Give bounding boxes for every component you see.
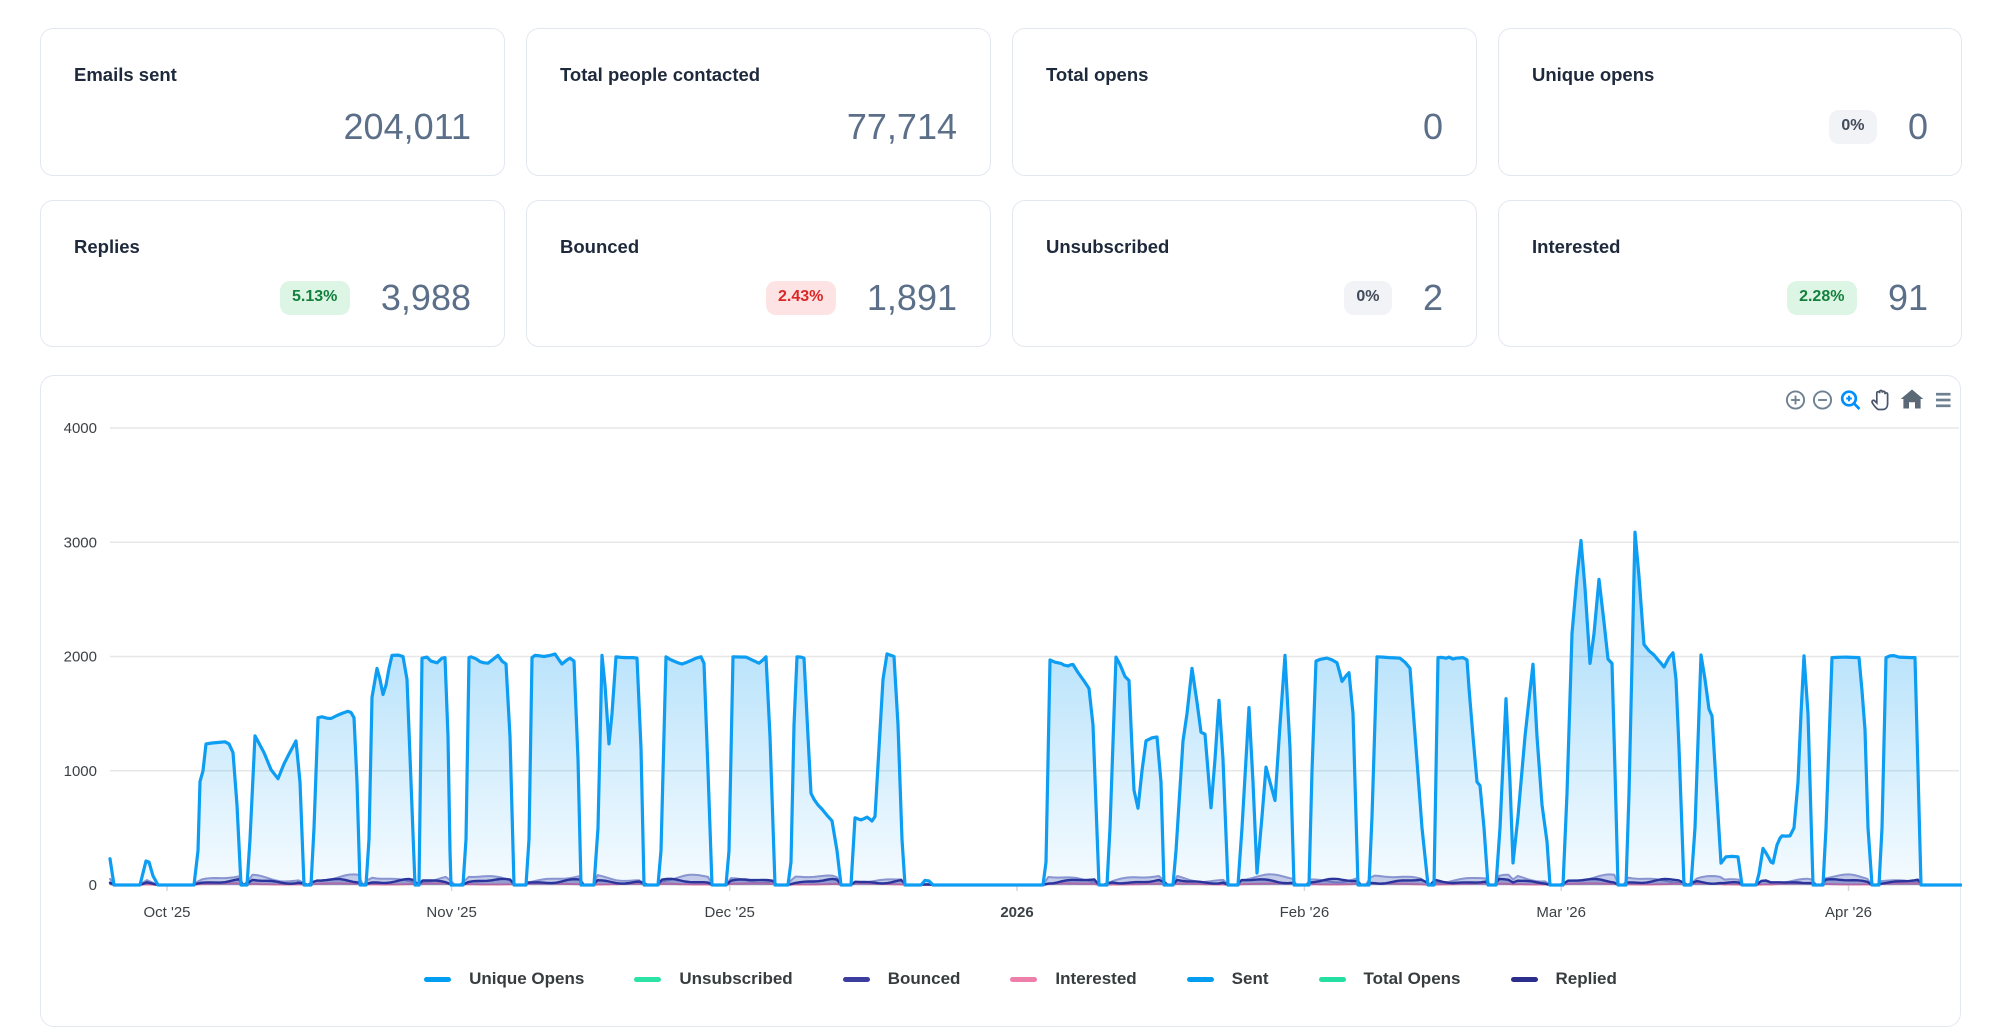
svg-text:1000: 1000 xyxy=(64,763,97,780)
svg-text:2026: 2026 xyxy=(1000,904,1033,921)
svg-text:3000: 3000 xyxy=(64,535,97,552)
svg-text:Mar '26: Mar '26 xyxy=(1536,904,1586,921)
svg-text:0: 0 xyxy=(89,877,97,894)
svg-text:Dec '25: Dec '25 xyxy=(705,904,755,921)
svg-text:4000: 4000 xyxy=(64,420,97,437)
svg-text:Nov '25: Nov '25 xyxy=(426,904,476,921)
svg-text:2000: 2000 xyxy=(64,649,97,666)
svg-text:Feb '26: Feb '26 xyxy=(1280,904,1330,921)
svg-text:Apr '26: Apr '26 xyxy=(1825,904,1872,921)
svg-text:Oct '25: Oct '25 xyxy=(143,904,190,921)
